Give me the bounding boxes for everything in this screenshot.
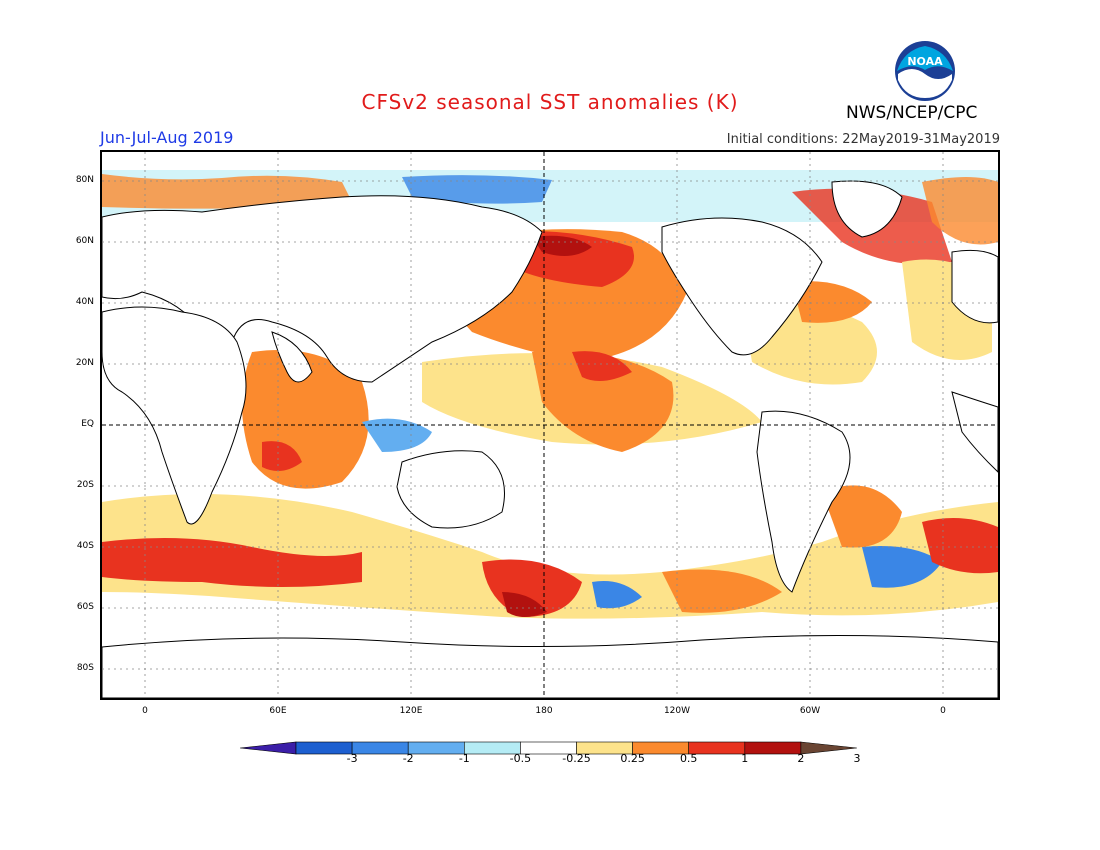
lat-label: 20N: [75, 358, 94, 368]
lat-label: 40N: [75, 297, 94, 307]
colorbar-label: -2: [402, 752, 414, 765]
initial-conditions: Initial conditions: 22May2019-31May2019: [726, 132, 1000, 147]
noaa-logo: NOAA: [894, 40, 956, 102]
colorbar-label: 0.5: [679, 752, 698, 765]
lat-label: 80N: [75, 175, 94, 185]
colorbar: [240, 741, 857, 755]
lon-label: 60E: [269, 706, 287, 716]
lat-label: 40S: [76, 541, 94, 551]
lat-label: EQ: [81, 419, 94, 429]
colorbar-label: -3: [346, 752, 358, 765]
colorbar-cell: [800, 741, 857, 755]
lon-label: 120W: [663, 706, 691, 716]
lon-label: 0: [142, 706, 148, 716]
reference-lines: [102, 152, 998, 698]
colorbar-cell: [240, 741, 297, 755]
lat-label: 20S: [76, 480, 94, 490]
lat-label: 60N: [75, 236, 94, 246]
lon-label: 60W: [799, 706, 821, 716]
colorbar-label: 3: [853, 752, 861, 765]
colorbar-label: -0.5: [509, 752, 532, 765]
lon-label: 120E: [399, 706, 423, 716]
chart-title: CFSv2 seasonal SST anomalies (K): [361, 90, 739, 114]
logo-text: NOAA: [907, 55, 943, 68]
lat-label: 80S: [76, 663, 94, 673]
colorbar-label: 2: [797, 752, 805, 765]
colorbar-label: -0.25: [562, 752, 591, 765]
map-svg: [102, 152, 998, 698]
lat-label: 60S: [76, 602, 94, 612]
lon-label: 180: [535, 706, 553, 716]
colorbar-label: -1: [458, 752, 470, 765]
lon-label: 0: [940, 706, 946, 716]
forecast-period: Jun-Jul-Aug 2019: [100, 128, 234, 147]
sst-anomaly-map: [100, 150, 1000, 700]
colorbar-label: 0.25: [620, 752, 645, 765]
colorbar-label: 1: [741, 752, 749, 765]
organization-label: NWS/NCEP/CPC: [846, 103, 978, 123]
grid-lines: [102, 152, 998, 698]
